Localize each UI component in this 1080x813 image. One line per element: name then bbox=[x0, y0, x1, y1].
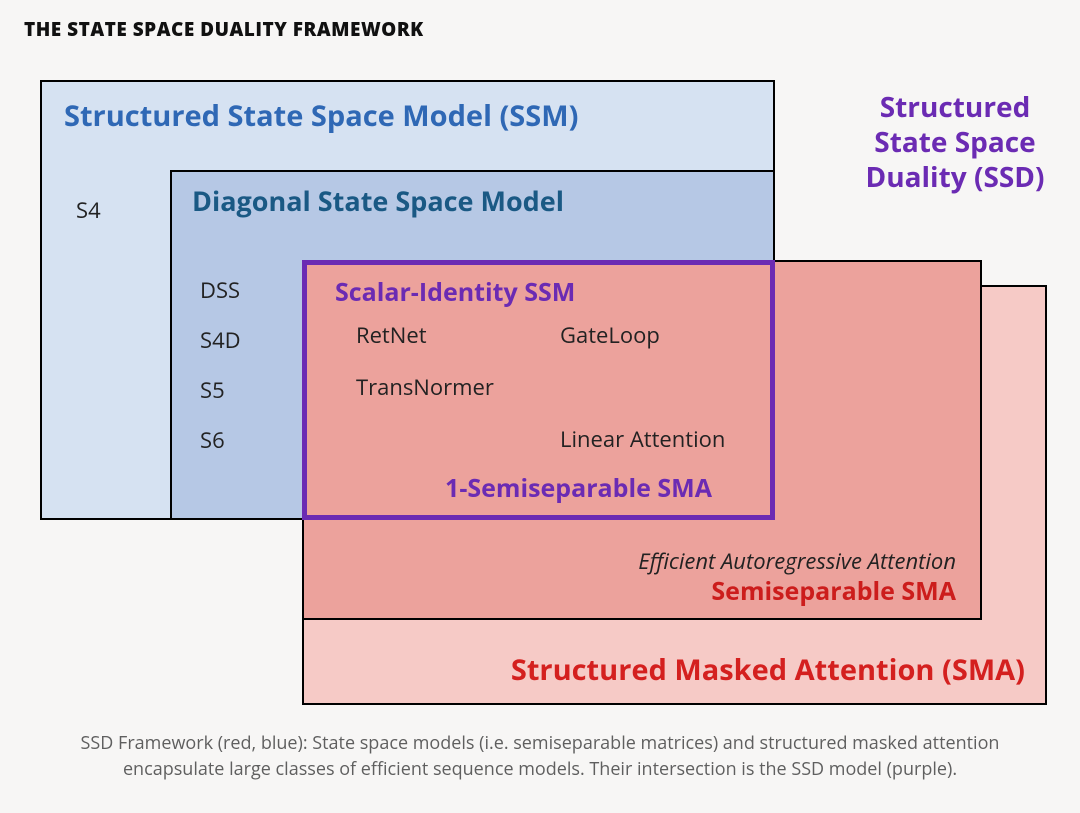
efficient-attention-label: Efficient Autoregressive Attention bbox=[638, 546, 956, 576]
semiseparable-sma-title: Semiseparable SMA bbox=[711, 574, 956, 608]
ssm-items: S4 bbox=[76, 195, 101, 241]
model-item: S4D bbox=[200, 325, 241, 375]
model-item: Linear Attention bbox=[560, 424, 725, 476]
diagonal-ssm-title: Diagonal State Space Model bbox=[192, 182, 564, 219]
scalar-identity-ssm-title: Scalar-Identity SSM bbox=[335, 275, 575, 309]
diagonal-items: DSSS4DS5S6 bbox=[200, 275, 241, 475]
ssd-floating-label: StructuredState SpaceDuality (SSD) bbox=[850, 90, 1060, 195]
model-item bbox=[560, 372, 725, 424]
model-item: RetNet bbox=[356, 320, 494, 372]
ssd-items-left: RetNetTransNormer bbox=[356, 320, 494, 424]
model-item: S4 bbox=[76, 195, 101, 241]
page-title: THE STATE SPACE DUALITY FRAMEWORK bbox=[24, 16, 424, 42]
figure-caption: SSD Framework (red, blue): State space m… bbox=[40, 730, 1040, 782]
model-item: DSS bbox=[200, 275, 241, 325]
model-item: GateLoop bbox=[560, 320, 725, 372]
sma-title: Structured Masked Attention (SMA) bbox=[511, 650, 1025, 689]
model-item: S6 bbox=[200, 425, 241, 475]
ssd-float-line: Structured bbox=[850, 90, 1060, 125]
model-item: TransNormer bbox=[356, 372, 494, 424]
one-semiseparable-sma-title: 1-Semiseparable SMA bbox=[445, 471, 712, 505]
ssd-float-line: Duality (SSD) bbox=[850, 160, 1060, 195]
caption-line-2: encapsulate large classes of efficient s… bbox=[123, 757, 957, 781]
ssm-title: Structured State Space Model (SSM) bbox=[64, 96, 578, 135]
ssd-float-line: State Space bbox=[850, 125, 1060, 160]
model-item: S5 bbox=[200, 375, 241, 425]
ssd-items-right: GateLoop Linear Attention bbox=[560, 320, 725, 476]
caption-line-1: SSD Framework (red, blue): State space m… bbox=[81, 731, 1000, 755]
